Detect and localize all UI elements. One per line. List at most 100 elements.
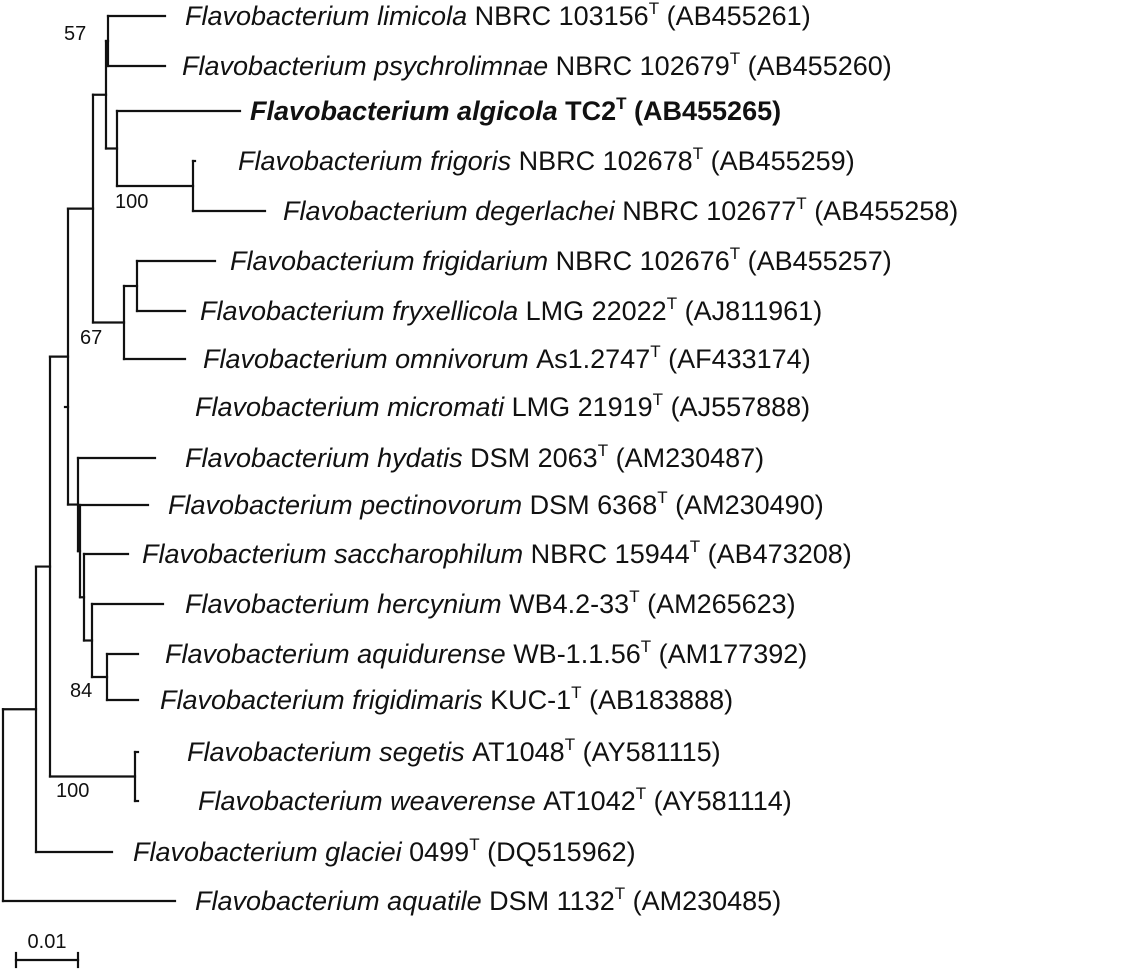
accession-number: (AF433174) xyxy=(661,344,811,374)
leaf-label: Flavobacterium saccharophilum NBRC 15944… xyxy=(142,537,852,569)
type-strain-superscript: T xyxy=(629,587,639,606)
leaf-label: Flavobacterium limicola NBRC 103156T (AB… xyxy=(185,0,811,31)
species-name: Flavobacterium pectinovorum xyxy=(168,490,530,520)
accession-number: (AB455257) xyxy=(740,246,892,276)
scale-bar: 0.01 xyxy=(14,931,80,969)
type-strain-superscript: T xyxy=(636,784,646,803)
type-strain-superscript: T xyxy=(690,537,700,556)
accession-number: (AM177392) xyxy=(651,639,807,669)
bootstrap-value: 57 xyxy=(64,23,86,45)
strain-name: WB4.2-33 xyxy=(509,589,629,619)
strain-name: LMG 21919 xyxy=(512,392,653,422)
strain-name: DSM 6368 xyxy=(530,490,658,520)
type-strain-superscript: T xyxy=(730,244,740,263)
type-strain-superscript: T xyxy=(598,441,608,460)
species-name: Flavobacterium frigoris xyxy=(238,146,519,176)
leaf-label: Flavobacterium micromati LMG 21919T (AJ5… xyxy=(195,390,810,422)
leaf-label: Flavobacterium glaciei 0499T (DQ515962) xyxy=(133,835,636,867)
strain-name: NBRC 103156 xyxy=(475,1,649,31)
species-name: Flavobacterium fryxellicola xyxy=(200,296,526,326)
strain-name: TC2 xyxy=(565,96,616,126)
species-name: Flavobacterium glaciei xyxy=(133,837,409,867)
strain-name: AT1042 xyxy=(543,786,636,816)
species-name: Flavobacterium aquidurense xyxy=(165,639,513,669)
species-name: Flavobacterium segetis xyxy=(187,737,472,767)
strain-name: 0499 xyxy=(409,837,469,867)
strain-name: AT1048 xyxy=(472,737,565,767)
species-name: Flavobacterium algicola xyxy=(250,96,565,126)
species-name: Flavobacterium limicola xyxy=(185,1,475,31)
leaf-label: Flavobacterium fryxellicola LMG 22022T (… xyxy=(200,294,822,326)
accession-number: (AB455260) xyxy=(740,51,892,81)
strain-name: DSM 2063 xyxy=(470,443,598,473)
strain-name: DSM 1132 xyxy=(489,886,615,916)
species-name: Flavobacterium hydatis xyxy=(185,443,470,473)
type-strain-superscript: T xyxy=(796,194,806,213)
accession-number: (AM230487) xyxy=(608,443,764,473)
type-strain-superscript: T xyxy=(469,835,479,854)
type-strain-superscript: T xyxy=(615,884,625,903)
type-strain-superscript: T xyxy=(653,390,663,409)
bootstrap-value: 100 xyxy=(115,191,148,213)
leaf-label: Flavobacterium hercynium WB4.2-33T (AM26… xyxy=(185,587,796,619)
leaf-label: Flavobacterium degerlachei NBRC 102677T … xyxy=(283,194,958,226)
leaf-label: Flavobacterium weaverense AT1042T (AY581… xyxy=(198,784,792,816)
leaf-labels: Flavobacterium limicola NBRC 103156T (AB… xyxy=(133,0,958,916)
leaf-label: Flavobacterium aquatile DSM 1132T (AM230… xyxy=(195,884,781,916)
type-strain-superscript: T xyxy=(641,637,651,656)
bootstrap-value: 100 xyxy=(56,780,89,802)
type-strain-superscript: T xyxy=(667,294,677,313)
species-name: Flavobacterium psychrolimnae xyxy=(182,51,556,81)
accession-number: (AB455259) xyxy=(703,146,855,176)
accession-number: (DQ515962) xyxy=(480,837,636,867)
type-strain-superscript: T xyxy=(616,94,627,113)
leaf-label: Flavobacterium frigoris NBRC 102678T (AB… xyxy=(238,144,855,176)
strain-name: NBRC 102677 xyxy=(622,196,796,226)
accession-number: (AY581114) xyxy=(646,786,792,816)
leaf-label: Flavobacterium frigidarium NBRC 102676T … xyxy=(230,244,892,276)
bootstrap-value: 67 xyxy=(80,327,102,349)
species-name: Flavobacterium aquatile xyxy=(195,886,489,916)
strain-name: As1.2747 xyxy=(536,344,650,374)
strain-name: WB-1.1.56 xyxy=(513,639,641,669)
accession-number: (AB183888) xyxy=(582,685,734,715)
strain-name: NBRC 102676 xyxy=(556,246,730,276)
accession-number: (AM265623) xyxy=(640,589,796,619)
type-strain-superscript: T xyxy=(571,683,581,702)
leaf-label: Flavobacterium aquidurense WB-1.1.56T (A… xyxy=(165,637,807,669)
species-name: Flavobacterium saccharophilum xyxy=(142,539,531,569)
type-strain-superscript: T xyxy=(649,0,659,18)
accession-number: (AY581115) xyxy=(575,737,721,767)
species-name: Flavobacterium weaverense xyxy=(198,786,543,816)
leaf-label: Flavobacterium omnivorum As1.2747T (AF43… xyxy=(203,342,811,374)
leaf-label: Flavobacterium segetis AT1048T (AY581115… xyxy=(187,735,721,767)
bootstrap-value: 84 xyxy=(70,680,92,702)
accession-number: (AB455258) xyxy=(807,196,959,226)
leaf-label: Flavobacterium algicola TC2T (AB455265) xyxy=(250,94,781,126)
leaf-label: Flavobacterium psychrolimnae NBRC 102679… xyxy=(182,49,892,81)
accession-number: (AM230485) xyxy=(625,886,781,916)
leaf-label: Flavobacterium frigidimaris KUC-1T (AB18… xyxy=(160,683,733,715)
species-name: Flavobacterium frigidarium xyxy=(230,246,556,276)
species-name: Flavobacterium degerlachei xyxy=(283,196,622,226)
species-name: Flavobacterium frigidimaris xyxy=(160,685,490,715)
strain-name: NBRC 102679 xyxy=(556,51,730,81)
accession-number: (AJ557888) xyxy=(663,392,810,422)
accession-number: (AB473208) xyxy=(700,539,852,569)
leaf-label: Flavobacterium hydatis DSM 2063T (AM2304… xyxy=(185,441,764,473)
tree-branches xyxy=(1,14,267,903)
strain-name: NBRC 102678 xyxy=(519,146,693,176)
strain-name: LMG 22022 xyxy=(526,296,667,326)
strain-name: NBRC 15944 xyxy=(531,539,690,569)
strain-name: KUC-1 xyxy=(490,685,571,715)
leaf-label: Flavobacterium pectinovorum DSM 6368T (A… xyxy=(168,488,824,520)
accession-number: (AB455265) xyxy=(627,96,782,126)
accession-number: (AM230490) xyxy=(668,490,824,520)
accession-number: (AB455261) xyxy=(659,1,811,31)
species-name: Flavobacterium micromati xyxy=(195,392,512,422)
species-name: Flavobacterium omnivorum xyxy=(203,344,536,374)
species-name: Flavobacterium hercynium xyxy=(185,589,509,619)
type-strain-superscript: T xyxy=(693,144,703,163)
type-strain-superscript: T xyxy=(730,49,740,68)
bootstrap-values: 57 100 67 84 100 xyxy=(56,23,148,802)
